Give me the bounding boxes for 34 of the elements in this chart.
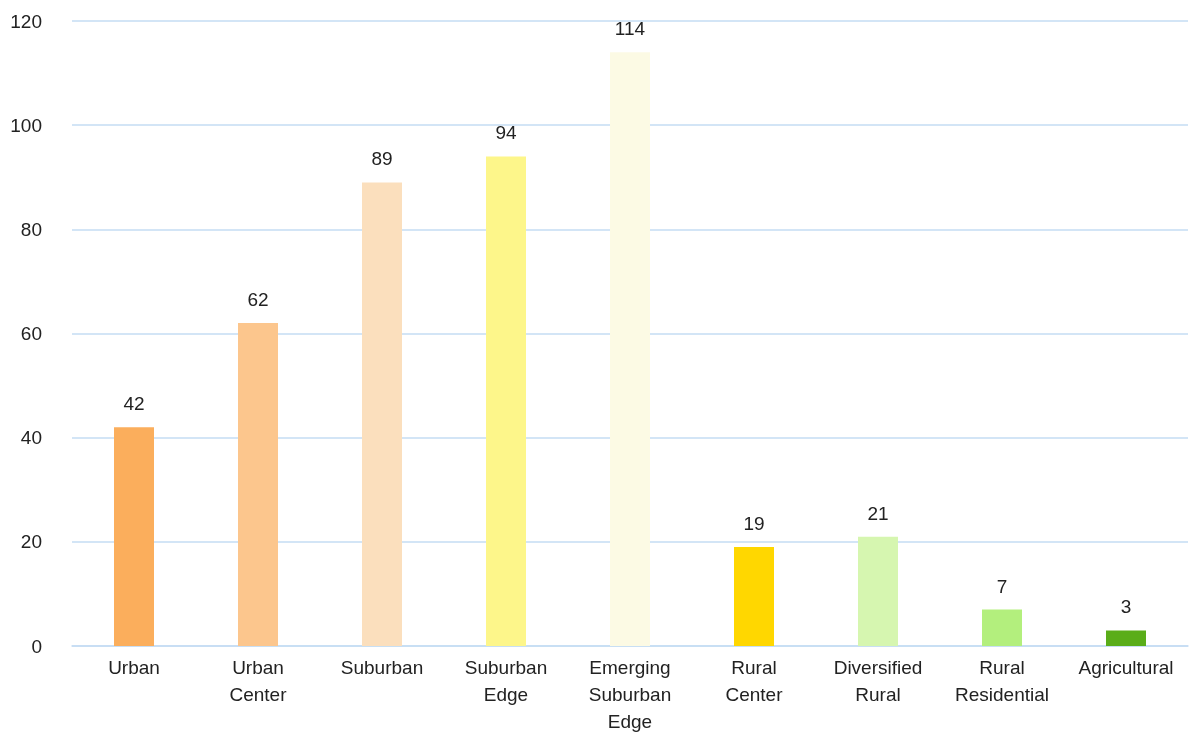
x-tick-label: Agricultural: [1078, 657, 1174, 678]
data-label: 7: [996, 575, 1008, 597]
x-tick-label: Emerging Suburban Edge: [588, 657, 672, 732]
data-label: 89: [371, 148, 393, 170]
y-tick-label: 60: [20, 323, 42, 344]
y-tick-label: 80: [20, 218, 42, 240]
data-label: 114: [614, 18, 646, 40]
bar: [858, 536, 898, 646]
data-label: 42: [123, 393, 145, 415]
y-tick-label: 120: [10, 10, 42, 32]
bar: [610, 52, 650, 646]
data-label: 19: [743, 513, 765, 535]
bar: [1106, 630, 1146, 646]
x-tick-label: Urban: [108, 657, 160, 678]
x-tick-label: Rural Center: [725, 657, 784, 705]
bar: [238, 323, 278, 646]
x-tick-label: Suburban Edge: [464, 657, 548, 705]
bar: [486, 156, 526, 646]
x-tick-label: Rural Residential: [955, 657, 1049, 705]
data-label: 62: [247, 289, 269, 311]
x-tick-label: Diversified Rural: [833, 657, 923, 705]
data-label: 94: [495, 122, 517, 144]
bar: [982, 609, 1022, 646]
bar: [362, 182, 402, 646]
x-tick-label: Suburban: [340, 657, 424, 678]
data-label: 21: [867, 502, 889, 524]
y-tick-label: 0: [31, 635, 42, 657]
y-tick-label: 20: [20, 531, 42, 553]
bar: [114, 427, 154, 646]
y-tick-label: 40: [20, 427, 42, 449]
data-label: 3: [1120, 596, 1132, 618]
bar: [734, 547, 774, 646]
x-tick-label: Urban Center: [229, 657, 288, 705]
y-tick-label: 100: [10, 114, 42, 136]
